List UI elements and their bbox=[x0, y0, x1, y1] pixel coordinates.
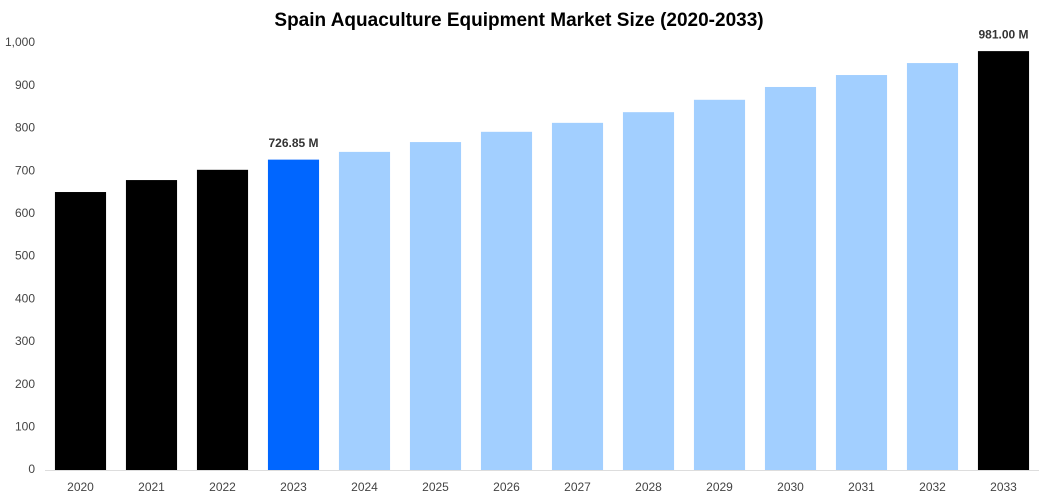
x-tick-label: 2023 bbox=[280, 480, 307, 494]
x-tick-label: 2029 bbox=[706, 480, 733, 494]
chart-title: Spain Aquaculture Equipment Market Size … bbox=[274, 10, 763, 31]
y-tick-label: 200 bbox=[15, 377, 35, 391]
y-tick-label: 600 bbox=[15, 206, 35, 220]
y-tick-label: 0 bbox=[28, 462, 35, 476]
bar bbox=[693, 99, 746, 470]
x-tick-label: 2032 bbox=[919, 480, 946, 494]
x-tick-label: 2028 bbox=[635, 480, 662, 494]
x-tick-label: 2021 bbox=[138, 480, 165, 494]
y-tick-label: 400 bbox=[15, 291, 35, 305]
bar bbox=[267, 159, 320, 470]
x-tick-label: 2022 bbox=[209, 480, 236, 494]
bar bbox=[409, 142, 462, 470]
y-tick-label: 300 bbox=[15, 334, 35, 348]
y-tick-label: 500 bbox=[15, 249, 35, 263]
x-tick-label: 2031 bbox=[848, 480, 875, 494]
x-tick-label: 2024 bbox=[351, 480, 378, 494]
y-tick-label: 900 bbox=[15, 78, 35, 92]
x-tick-label: 2020 bbox=[67, 480, 94, 494]
x-tick-label: 2026 bbox=[493, 480, 520, 494]
bar bbox=[622, 112, 675, 470]
value-label: 981.00 M bbox=[978, 27, 1028, 41]
bar bbox=[551, 122, 604, 470]
bar bbox=[338, 151, 391, 470]
y-tick-label: 1,000 bbox=[5, 35, 35, 49]
bar bbox=[835, 75, 888, 471]
value-label: 726.85 M bbox=[268, 136, 318, 150]
bar bbox=[54, 192, 107, 470]
x-tick-label: 2030 bbox=[777, 480, 804, 494]
bar bbox=[196, 169, 249, 470]
x-tick-label: 2025 bbox=[422, 480, 449, 494]
bar bbox=[125, 180, 178, 470]
x-tick-label: 2027 bbox=[564, 480, 591, 494]
y-tick-label: 700 bbox=[15, 163, 35, 177]
y-tick-label: 800 bbox=[15, 121, 35, 135]
bar bbox=[977, 51, 1030, 470]
bar bbox=[764, 86, 817, 470]
y-tick-label: 100 bbox=[15, 419, 35, 433]
bar bbox=[906, 63, 959, 470]
bar bbox=[480, 131, 533, 471]
x-tick-label: 2033 bbox=[990, 480, 1017, 494]
